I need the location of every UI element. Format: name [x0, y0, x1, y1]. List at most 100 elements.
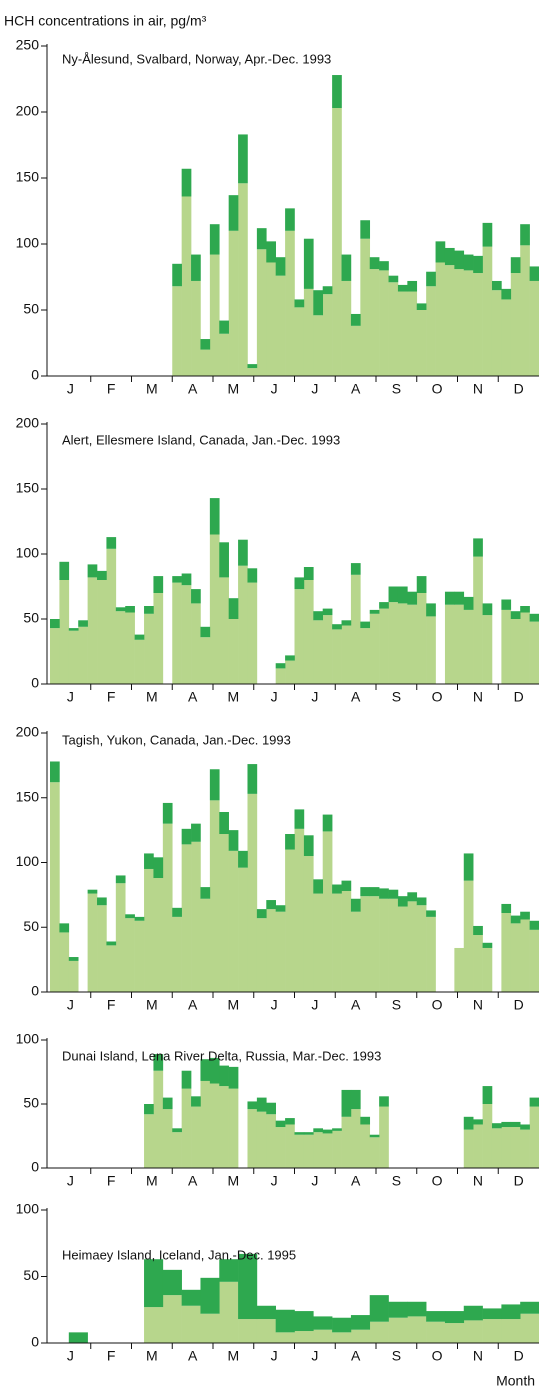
bar-segment	[407, 280, 418, 292]
bar-segment	[125, 612, 135, 684]
bar-segment	[275, 905, 286, 912]
bar-segment	[191, 841, 201, 992]
y-tick-label: 100	[16, 1031, 40, 1047]
bar-segment	[529, 929, 539, 992]
bar-segment	[275, 663, 286, 669]
bar-segment	[144, 613, 154, 684]
x-tick-label: F	[107, 381, 116, 397]
bar-segment	[134, 916, 145, 921]
y-tick-label: 50	[23, 918, 39, 934]
bar-segment	[529, 613, 539, 622]
bar-segment	[144, 1114, 154, 1168]
bar-segment	[520, 1301, 539, 1314]
bar-segment	[78, 626, 88, 684]
bar-segment	[50, 782, 60, 992]
x-tick-label: S	[392, 997, 401, 1013]
bar-segment	[463, 853, 474, 881]
bar-segment	[238, 1319, 258, 1343]
bar-segment	[285, 660, 295, 684]
bar-segment	[294, 828, 305, 992]
bar-segment	[350, 898, 361, 912]
x-tick-label: A	[351, 381, 361, 397]
bar-segment	[482, 603, 493, 616]
bar-segment	[256, 909, 267, 919]
bar-segment	[285, 208, 295, 231]
bar-segment	[520, 612, 530, 684]
panel-title: Dunai Island, Lena River Delta, Russia, …	[62, 1048, 381, 1063]
bar-segment	[106, 537, 117, 549]
bar-segment	[59, 561, 70, 580]
bar-segment	[360, 887, 371, 897]
x-axis-label: Month	[496, 1373, 535, 1389]
x-tick-label: N	[473, 1173, 483, 1189]
bar-segment	[275, 1120, 286, 1128]
bar-segment	[266, 1102, 276, 1115]
bar-segment	[228, 619, 239, 684]
bar-segment	[275, 668, 286, 684]
bar-segment	[115, 611, 126, 684]
bar-segment	[388, 275, 399, 283]
bar-segment	[294, 1134, 305, 1168]
bar-segment	[106, 945, 117, 992]
bar-segment	[68, 628, 79, 631]
x-tick-label: M	[228, 689, 240, 705]
panel-title: Alert, Ellesmere Island, Canada, Jan.-De…	[62, 432, 340, 447]
bar-segment	[247, 368, 258, 376]
bar-segment	[238, 1253, 258, 1320]
bar-segment	[59, 580, 70, 684]
bar-segment	[303, 238, 314, 289]
bar-segment	[501, 1304, 521, 1320]
x-tick-label: J	[311, 1173, 318, 1189]
x-tick-label: A	[188, 1348, 198, 1364]
bar-segment	[181, 168, 192, 197]
bar-segment	[350, 563, 361, 575]
bar-segment	[360, 896, 371, 992]
bar-segment	[228, 1066, 239, 1089]
bar-segment	[303, 835, 314, 857]
bar-segment	[360, 621, 371, 629]
bar-segment	[191, 589, 201, 604]
bar-segment	[181, 1088, 192, 1168]
bar-segment	[219, 1281, 239, 1343]
bar-segment	[50, 619, 60, 629]
bar-segment	[454, 591, 465, 605]
bar-segment	[125, 914, 135, 919]
bar-segment	[313, 1329, 333, 1343]
bar-segment	[501, 288, 512, 300]
bar-segment	[209, 498, 220, 535]
bar-segment	[379, 1096, 389, 1107]
bar-segment	[153, 1054, 164, 1071]
y-tick-label: 100	[16, 853, 40, 869]
bar-segment	[501, 903, 512, 914]
bar-segment	[313, 620, 324, 684]
bar-segment	[332, 884, 342, 894]
bar-segment	[144, 1259, 164, 1308]
y-tick-label: 50	[23, 1267, 39, 1283]
bar-segment	[266, 909, 276, 992]
x-tick-label: F	[107, 1173, 116, 1189]
bar-segment	[482, 1086, 493, 1104]
bar-segment	[200, 349, 211, 376]
x-tick-label: J	[311, 381, 318, 397]
bar-segment	[181, 585, 192, 684]
bar-segment	[303, 1132, 314, 1135]
bar-segment	[360, 628, 371, 684]
bar-segment	[444, 1311, 465, 1324]
x-tick-label: N	[473, 997, 483, 1013]
bar-segment	[238, 183, 248, 376]
bar-segment	[238, 539, 248, 566]
y-tick-label: 50	[23, 1095, 39, 1111]
bar-segment	[228, 195, 239, 231]
bar-segment	[350, 1089, 361, 1110]
bar-segment	[482, 1104, 493, 1168]
bar-segment	[275, 257, 286, 276]
bar-segment	[388, 898, 399, 992]
bar-segment	[256, 249, 267, 376]
bar-segment	[341, 254, 352, 281]
bar-segment	[247, 764, 258, 794]
bar-segment	[332, 629, 342, 684]
bar-segment	[444, 591, 455, 605]
bar-segment	[491, 1128, 502, 1168]
bar-segment	[191, 823, 201, 842]
bar-segment	[162, 1269, 182, 1296]
